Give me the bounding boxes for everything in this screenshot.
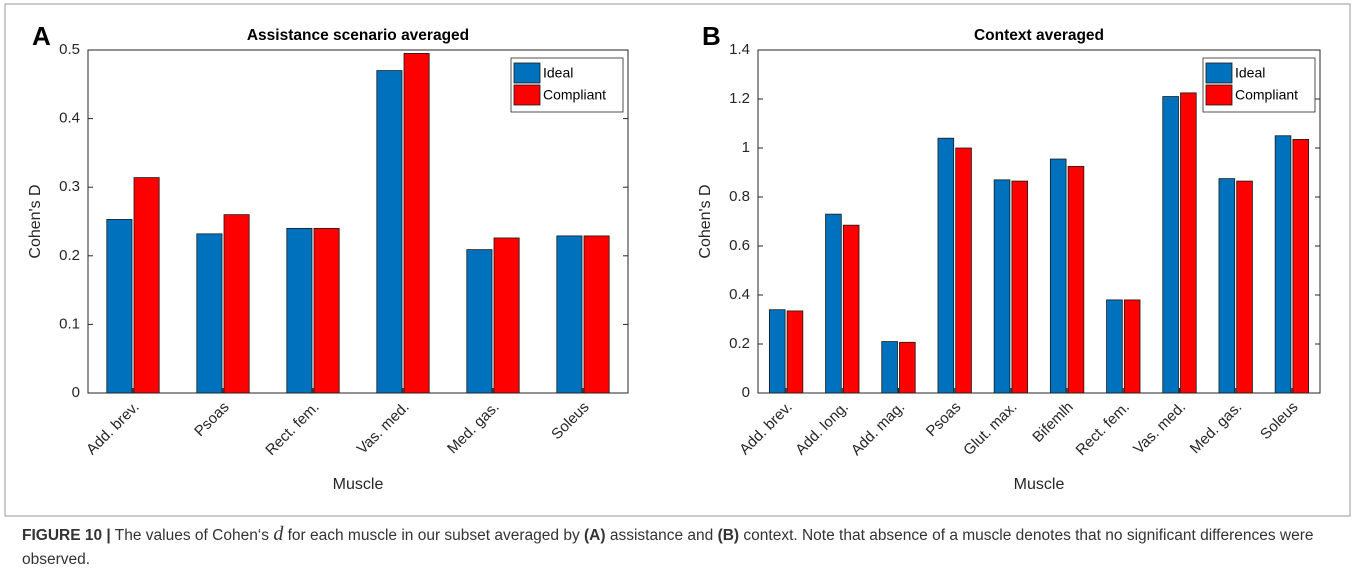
y-tick-label: 1.2 xyxy=(729,90,750,107)
legend-label: Compliant xyxy=(543,87,606,103)
bar xyxy=(1218,178,1236,394)
bar xyxy=(493,237,520,394)
legend-swatch xyxy=(1205,62,1233,84)
x-tick-label: Add. brev. xyxy=(736,399,796,459)
bar xyxy=(1236,180,1253,394)
y-tick-label: 0 xyxy=(72,384,80,401)
x-tick-label: Add. brev. xyxy=(83,399,143,459)
caption-segment: assistance and xyxy=(605,527,718,544)
bar xyxy=(106,219,133,394)
bar xyxy=(1162,96,1179,394)
bar xyxy=(313,227,340,394)
x-tick-label: Add. long. xyxy=(792,399,852,459)
caption-segment: d xyxy=(273,523,284,545)
bar xyxy=(1292,139,1310,394)
bar xyxy=(1274,135,1292,394)
y-tick-label: 0.2 xyxy=(59,247,80,264)
bar xyxy=(955,147,972,394)
y-tick-label: 0.4 xyxy=(59,110,80,127)
bar xyxy=(556,235,583,394)
bar xyxy=(937,137,955,394)
bar xyxy=(1180,92,1197,394)
chart-title: Context averaged xyxy=(974,27,1104,44)
bar xyxy=(1011,180,1029,394)
y-tick-label: 0.3 xyxy=(59,178,80,195)
x-tick-label: Glut. max. xyxy=(960,399,1020,459)
y-tick-label: 1 xyxy=(742,139,750,156)
bar xyxy=(403,53,430,394)
y-tick-label: 0 xyxy=(742,384,750,401)
bar xyxy=(196,233,223,394)
caption: FIGURE 10 | The values of Cohen‘s d for … xyxy=(22,522,1342,572)
y-tick-label: 0.4 xyxy=(729,286,750,303)
chart-title: Assistance scenario averaged xyxy=(247,27,469,44)
legend-label: Ideal xyxy=(1235,65,1265,81)
x-axis-label: Muscle xyxy=(333,476,384,493)
bar xyxy=(223,214,250,394)
bar xyxy=(881,341,898,394)
legend-label: Ideal xyxy=(543,65,573,81)
caption-segment: for each muscle in our subset averaged b… xyxy=(283,527,585,544)
y-axis-label: Cohen's D xyxy=(697,184,714,258)
bar xyxy=(133,177,160,394)
y-tick-label: 1.4 xyxy=(729,41,750,58)
bar xyxy=(786,310,804,394)
x-tick-label: Rect. fem. xyxy=(262,399,322,459)
bar xyxy=(1106,299,1123,394)
y-tick-label: 0.5 xyxy=(59,41,80,58)
caption-segment: (B) xyxy=(717,527,740,544)
x-tick-label: Soleus xyxy=(548,399,592,443)
x-tick-label: Soleus xyxy=(1257,399,1301,443)
legend-swatch xyxy=(1205,84,1233,106)
x-tick-label: Rect. fem. xyxy=(1073,399,1133,459)
panel-label: B xyxy=(702,21,721,51)
figure: A Assistance scenario averaged Muscle Cohen… xyxy=(4,3,1351,517)
caption-segment: context. Note that absence of a muscle d… xyxy=(22,527,1318,568)
bar xyxy=(376,70,403,394)
legend-swatch xyxy=(513,84,541,106)
bar xyxy=(993,179,1011,394)
bar xyxy=(286,227,313,394)
y-tick-label: 0.2 xyxy=(729,335,750,352)
bar xyxy=(825,213,842,394)
y-tick-label: 0.6 xyxy=(729,237,750,254)
x-tick-label: Bifemlh xyxy=(1029,399,1076,446)
bar xyxy=(842,224,860,394)
figure-frame xyxy=(4,3,1351,517)
panel-label: A xyxy=(32,21,51,51)
x-tick-label: Add. mag. xyxy=(848,399,908,459)
x-tick-label: Vas. med. xyxy=(1130,399,1189,458)
caption-segment: (A) xyxy=(584,527,606,544)
bar xyxy=(1123,299,1141,394)
caption-segment: FIGURE 10 | xyxy=(22,527,111,544)
bar xyxy=(768,309,786,394)
legend-label: Compliant xyxy=(1235,87,1298,103)
bar xyxy=(1049,158,1067,394)
caption-segment: The values of Cohen‘s xyxy=(110,527,274,544)
legend-swatch xyxy=(513,62,541,84)
y-tick-label: 0.8 xyxy=(729,188,750,205)
x-tick-label: Med. gas. xyxy=(444,399,503,458)
bar xyxy=(1067,165,1085,394)
x-tick-label: Vas. med. xyxy=(354,399,413,458)
y-tick-label: 0.1 xyxy=(59,315,80,332)
x-tick-label: Psoas xyxy=(923,399,965,441)
x-tick-label: Med. gas. xyxy=(1187,399,1246,458)
bar xyxy=(899,341,916,394)
bar xyxy=(466,249,493,394)
x-axis-label: Muscle xyxy=(1014,476,1065,493)
x-tick-label: Psoas xyxy=(191,399,233,441)
bar xyxy=(583,235,610,394)
y-axis-label: Cohen's D xyxy=(27,184,44,258)
